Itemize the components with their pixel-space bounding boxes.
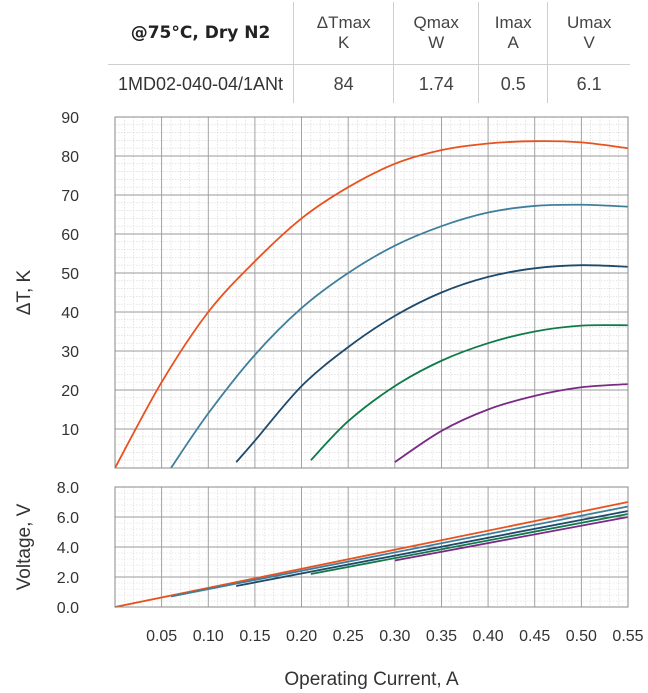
spec-table-row: 1MD02-040-04/1ANt 84 1.74 0.5 6.1 <box>108 64 630 103</box>
dt-y-tick-label: 70 <box>61 188 79 205</box>
volt-x-tick-label: 0.10 <box>193 628 224 645</box>
volt-x-tick-label: 0.15 <box>239 628 270 645</box>
volt-series-3-line <box>236 510 629 587</box>
volt-y-tick-label: 6.0 <box>57 510 79 527</box>
col-dtmax-unit: K <box>338 33 350 52</box>
dt-series-1-line <box>114 140 629 469</box>
volt-series-2-line <box>170 505 629 598</box>
col-umax: Umax V <box>547 2 630 65</box>
dt-y-axis-label: ΔT, K <box>14 269 35 315</box>
value-imax: 0.5 <box>478 64 548 103</box>
volt-series-4-line <box>310 513 629 575</box>
col-imax-name: Imax <box>494 13 532 32</box>
volt-x-tick-label: 0.40 <box>473 628 504 645</box>
col-qmax-name: Qmax <box>413 13 459 32</box>
dt-y-tick-label: 40 <box>61 305 79 322</box>
col-umax-unit: V <box>583 33 595 52</box>
volt-x-tick-label: 0.05 <box>146 628 177 645</box>
dt-y-tick-label: 90 <box>61 110 79 127</box>
col-qmax: Qmax W <box>393 2 479 65</box>
volt-x-tick-label: 0.55 <box>612 628 643 645</box>
volt-x-tick-label: 0.35 <box>426 628 457 645</box>
volt-y-tick-label: 0.0 <box>57 600 79 617</box>
volt-y-tick-label: 2.0 <box>57 570 79 587</box>
volt-plot-border <box>114 486 629 608</box>
col-imax-unit: A <box>507 33 519 52</box>
dt-y-tick-label: 10 <box>61 422 79 439</box>
volt-y-axis-label: Voltage, V <box>14 503 35 590</box>
dt-y-tick-label: 50 <box>61 266 79 283</box>
model-name: 1MD02-040-04/1ANt <box>117 73 284 94</box>
dt-y-tick-label: 30 <box>61 344 79 361</box>
dt-series-4-line <box>310 324 629 461</box>
col-qmax-unit: W <box>428 33 445 52</box>
dt-series-5-line <box>394 383 629 463</box>
dt-y-tick-label: 80 <box>61 149 79 166</box>
volt-y-tick-label: 8.0 <box>57 480 79 497</box>
volt-x-tick-label: 0.45 <box>519 628 550 645</box>
dt-series-2-line <box>170 203 629 469</box>
col-umax-name: Umax <box>566 13 612 32</box>
dt-y-tick-label: 20 <box>61 383 79 400</box>
volt-x-tick-label: 0.20 <box>286 628 317 645</box>
spec-table: @75°C, Dry N2 ΔTmax K Qmax W Imax A Umax… <box>108 2 630 103</box>
volt-y-tick-label: 4.0 <box>57 540 79 557</box>
dt-series-3-line <box>235 264 629 463</box>
volt-series-5-line <box>394 516 629 562</box>
x-axis-label: Operating Current, A <box>284 669 459 690</box>
col-imax: Imax A <box>478 2 548 65</box>
col-dtmax: ΔTmax K <box>292 2 394 65</box>
value-qmax: 1.74 <box>393 64 479 103</box>
spec-table-header: @75°C, Dry N2 ΔTmax K Qmax W Imax A Umax… <box>108 2 630 65</box>
col-dtmax-name: ΔTmax <box>316 13 371 32</box>
volt-x-tick-label: 0.25 <box>333 628 364 645</box>
dt-y-tick-label: 60 <box>61 227 79 244</box>
condition-label: @75°C, Dry N2 <box>108 2 294 65</box>
volt-x-tick-label: 0.50 <box>566 628 597 645</box>
dt-plot-border <box>114 116 629 469</box>
value-umax: 6.1 <box>547 64 630 103</box>
volt-series-1-line <box>114 501 629 608</box>
value-dtmax: 84 <box>292 64 394 103</box>
volt-x-tick-label: 0.30 <box>379 628 410 645</box>
